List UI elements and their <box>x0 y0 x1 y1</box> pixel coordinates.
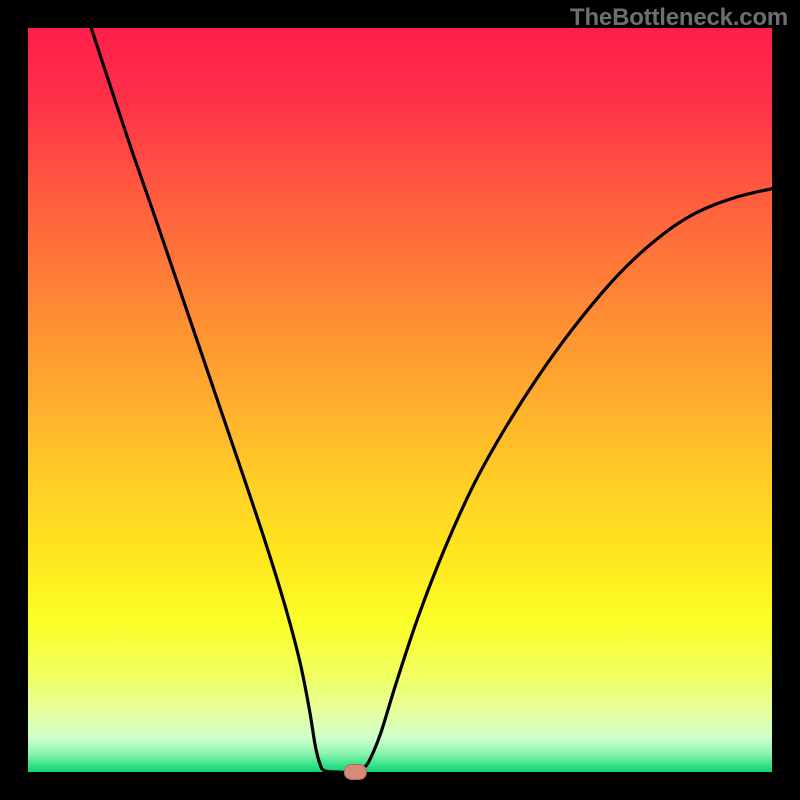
chart-stage: TheBottleneck.com <box>0 0 800 800</box>
optimal-point-marker <box>344 765 366 780</box>
bottleneck-chart-svg <box>0 0 800 800</box>
gradient-background <box>28 28 772 772</box>
watermark-text: TheBottleneck.com <box>570 4 788 32</box>
